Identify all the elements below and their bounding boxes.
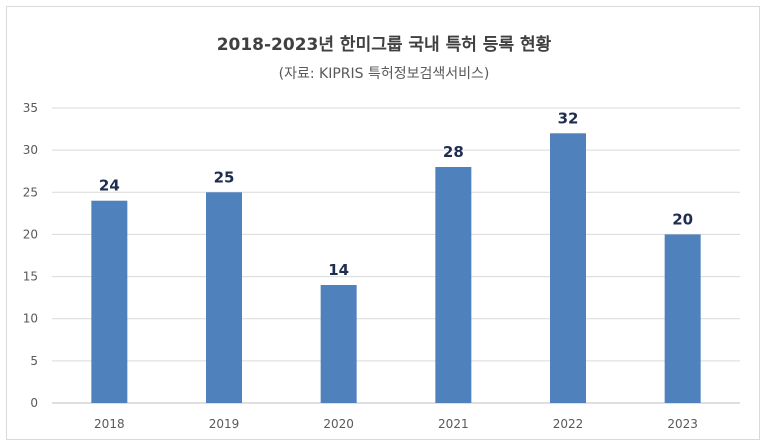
- x-tick-label-2020: 2020: [323, 417, 354, 431]
- data-label-2019: 25: [214, 168, 235, 186]
- y-axis-ticks: 0 5 10 15 20 25 30 35: [23, 101, 38, 410]
- x-tick-label-2021: 2021: [438, 417, 469, 431]
- y-tick-label: 35: [23, 101, 38, 115]
- bar-2018: [91, 200, 128, 403]
- gridlines: [52, 107, 740, 404]
- x-tick-label-2019: 2019: [209, 417, 240, 431]
- chart-subtitle: (자료: KIPRIS 특허정보검색서비스): [278, 66, 490, 82]
- data-labels: 24 25 14 28 32 20: [99, 109, 693, 279]
- bar-2022: [550, 133, 586, 404]
- data-label-2018: 24: [99, 177, 120, 195]
- chart-frame: [6, 6, 760, 440]
- bar-2023: [664, 234, 701, 403]
- y-tick-label: 20: [23, 227, 38, 241]
- x-axis-ticks: 2018 2019 2020 2021 2022 2023: [94, 417, 698, 431]
- chart-title: 2018-2023년 한미그룹 국내 특허 등록 현황: [216, 35, 552, 55]
- data-label-2023: 20: [672, 210, 693, 228]
- bar-2020: [320, 285, 357, 403]
- y-tick-label: 5: [30, 354, 38, 368]
- bars: [91, 133, 701, 404]
- data-label-2021: 28: [443, 143, 464, 161]
- x-tick-label-2022: 2022: [553, 417, 584, 431]
- x-tick-label-2023: 2023: [667, 417, 698, 431]
- y-tick-label: 25: [23, 185, 38, 199]
- y-tick-label: 15: [23, 270, 38, 284]
- y-tick-label: 0: [30, 396, 38, 410]
- bar-2019: [206, 192, 242, 403]
- data-label-2020: 14: [328, 261, 349, 279]
- y-tick-label: 10: [23, 312, 38, 326]
- x-tick-label-2018: 2018: [94, 417, 125, 431]
- y-tick-label: 30: [23, 143, 38, 157]
- bar-2021: [435, 167, 472, 403]
- data-label-2022: 32: [558, 109, 579, 127]
